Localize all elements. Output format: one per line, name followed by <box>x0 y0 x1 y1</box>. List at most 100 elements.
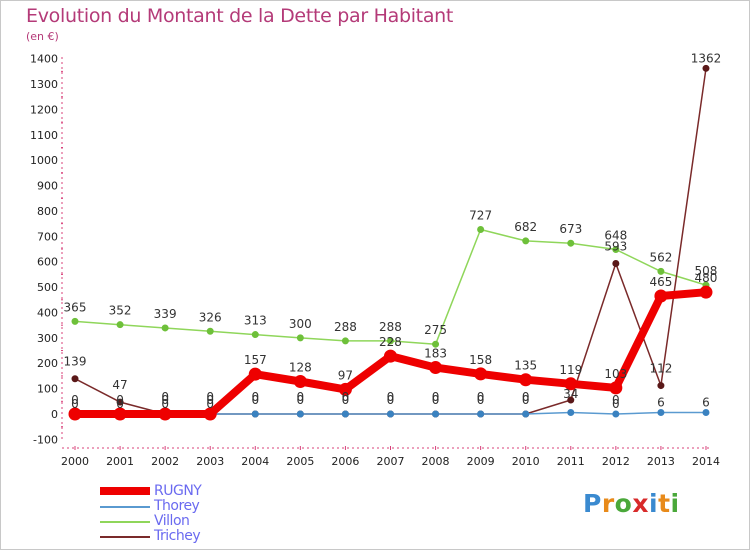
legend-swatch-rugny <box>100 487 150 495</box>
chart-title: Evolution du Montant de la Dette par Hab… <box>26 5 454 27</box>
data-point-rugny <box>248 367 262 381</box>
logo-letter: P <box>583 489 602 518</box>
data-label-trichey: 1362 <box>691 51 722 65</box>
data-label-villon: 288 <box>334 320 357 334</box>
x-tick-label: 2010 <box>512 455 540 468</box>
x-tick-label: 2004 <box>241 455 269 468</box>
x-tick-label: 2001 <box>106 455 134 468</box>
data-label-thorey: 0 <box>612 397 620 411</box>
data-point-rugny <box>699 285 713 299</box>
proxiti-logo: Proxiti <box>583 489 680 518</box>
data-label-rugny: 97 <box>338 368 353 382</box>
data-label-thorey: 0 <box>206 397 214 411</box>
data-label-trichey: 0 <box>432 390 440 404</box>
logo-letter: r <box>601 489 615 518</box>
data-label-villon: 288 <box>379 320 402 334</box>
x-tick-label: 2000 <box>61 455 89 468</box>
y-tick-label: 1300 <box>30 78 58 91</box>
y-tick-label: 900 <box>37 180 58 193</box>
data-point-trichey <box>702 64 710 72</box>
data-label-zero: 0 <box>432 393 440 407</box>
data-point-villon <box>206 327 214 335</box>
legend-label-trichey: Trichey <box>154 528 201 544</box>
data-label-zero: 0 <box>522 393 530 407</box>
logo-letter: i <box>670 489 680 518</box>
x-tick-label: 2006 <box>331 455 359 468</box>
data-label-trichey: 0 <box>161 390 169 404</box>
x-tick-label: 2009 <box>467 455 495 468</box>
logo-letter: x <box>632 489 649 518</box>
y-tick-label: 200 <box>37 357 58 370</box>
data-point-trichey <box>612 259 620 267</box>
data-label-trichey: 0 <box>522 390 530 404</box>
data-label-rugny: 228 <box>379 335 402 349</box>
data-point-villon <box>296 334 304 342</box>
y-tick-label: 700 <box>37 230 58 243</box>
x-tick-label: 2014 <box>692 455 720 468</box>
data-point-thorey <box>612 410 620 418</box>
data-label-zero: 0 <box>387 393 395 407</box>
y-tick-label: 500 <box>37 281 58 294</box>
data-point-rugny <box>609 381 623 395</box>
data-point-villon <box>477 225 485 233</box>
data-point-rugny <box>519 373 533 387</box>
legend-item-thorey: Thorey <box>100 499 300 514</box>
data-label-villon: 352 <box>109 304 132 318</box>
data-label-rugny: 0 <box>71 393 79 407</box>
data-label-villon: 275 <box>424 323 447 337</box>
data-label-villon: 673 <box>559 222 582 236</box>
data-label-rugny: 158 <box>469 353 492 367</box>
legend-label-thorey: Thorey <box>154 498 200 514</box>
chart-legend: RUGNY Thorey Villon Trichey <box>100 484 300 544</box>
data-point-rugny <box>383 349 397 363</box>
data-label-villon: 508 <box>695 264 718 278</box>
data-point-villon <box>432 340 440 348</box>
y-tick-label: 1000 <box>30 154 58 167</box>
data-label-trichey: 0 <box>297 390 305 404</box>
legend-item-villon: Villon <box>100 514 300 529</box>
data-point-trichey <box>71 375 79 383</box>
x-tick-label: 2013 <box>647 455 675 468</box>
data-label-villon: 365 <box>64 300 87 314</box>
data-label-rugny: 135 <box>514 359 537 373</box>
data-point-thorey <box>296 410 304 418</box>
data-point-thorey <box>657 408 665 416</box>
data-label-zero: 0 <box>251 393 259 407</box>
legend-item-trichey: Trichey <box>100 529 300 544</box>
data-label-thorey: 6 <box>702 395 710 409</box>
y-tick-label: 600 <box>37 256 58 269</box>
data-point-rugny <box>654 289 668 303</box>
legend-label-rugny: RUGNY <box>154 483 202 499</box>
data-label-rugny: 0 <box>161 393 169 407</box>
data-label-villon: 339 <box>154 307 177 321</box>
y-tick-label: 100 <box>37 383 58 396</box>
data-label-trichey: 139 <box>64 355 87 369</box>
data-label-trichey: 0 <box>342 390 350 404</box>
data-point-rugny <box>158 407 172 421</box>
data-point-rugny <box>474 367 488 381</box>
x-tick-label: 2007 <box>376 455 404 468</box>
data-label-villon: 727 <box>469 208 492 222</box>
data-point-villon <box>612 246 620 254</box>
legend-swatch-thorey <box>100 506 150 508</box>
data-label-villon: 562 <box>649 250 672 264</box>
data-label-rugny: 103 <box>604 367 627 381</box>
data-label-rugny: 128 <box>289 361 312 375</box>
data-point-rugny <box>203 407 217 421</box>
data-point-thorey <box>251 410 259 418</box>
x-tick-label: 2012 <box>602 455 630 468</box>
data-label-rugny: 480 <box>695 271 718 285</box>
data-point-villon <box>567 239 575 247</box>
data-label-trichey: 0 <box>477 390 485 404</box>
data-label-rugny: 465 <box>649 275 672 289</box>
y-tick-label: 0 <box>51 408 58 421</box>
data-label-thorey: 0 <box>161 397 169 411</box>
logo-letter: t <box>658 489 671 518</box>
data-label-villon: 313 <box>244 314 267 328</box>
legend-label-villon: Villon <box>154 513 190 529</box>
data-label-rugny: 119 <box>559 363 582 377</box>
data-point-thorey <box>477 410 485 418</box>
data-label-rugny: 157 <box>244 353 267 367</box>
data-label-villon: 682 <box>514 220 537 234</box>
